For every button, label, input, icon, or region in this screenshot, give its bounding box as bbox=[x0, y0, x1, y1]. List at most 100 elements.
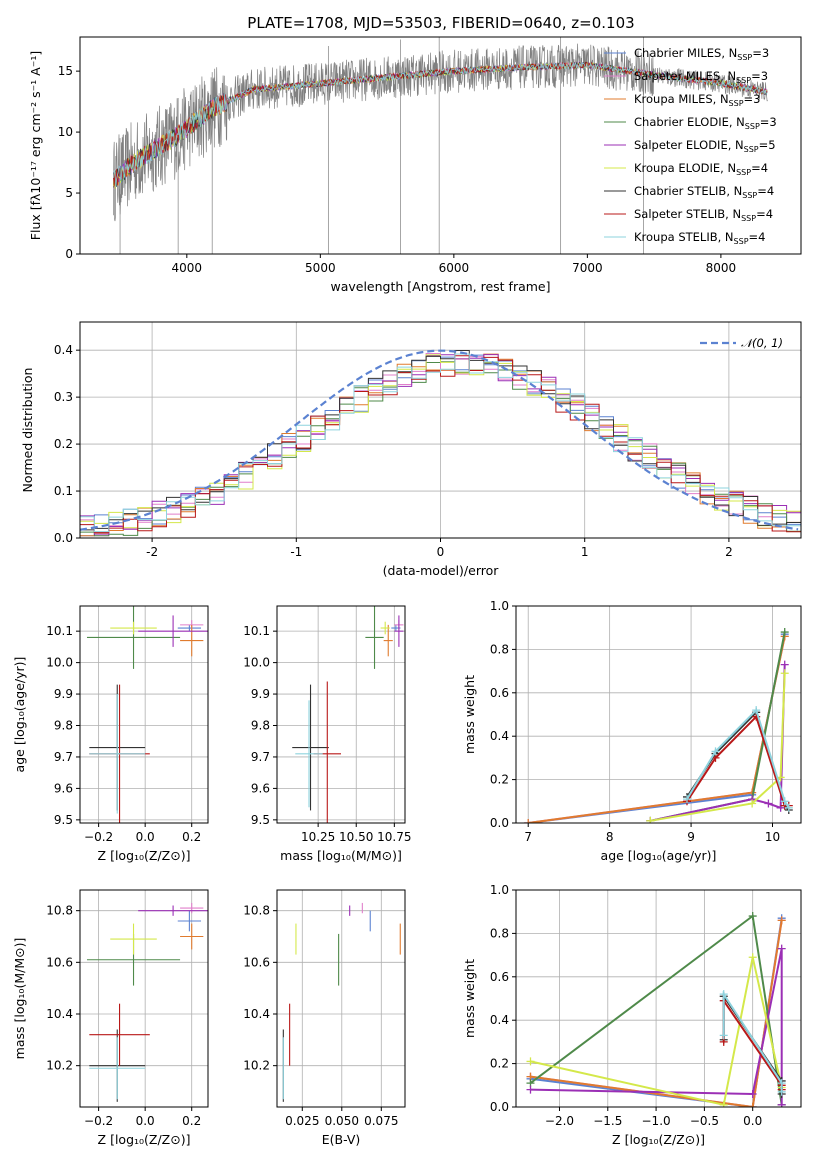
axes-frame bbox=[79, 605, 209, 824]
y-tick-label: 0.3 bbox=[54, 390, 73, 404]
legend-text: Kroupa ELODIE, N bbox=[634, 161, 736, 175]
x-tick-label: −0.5 bbox=[690, 1114, 719, 1128]
point-salpeter_elodie bbox=[394, 615, 404, 647]
y-tick-label: 9.8 bbox=[251, 719, 270, 733]
point-kroupa_stelib bbox=[89, 694, 146, 814]
legend-sub: SSP bbox=[741, 214, 756, 223]
x-tick-label: 1 bbox=[581, 545, 589, 559]
weight-marker bbox=[646, 816, 655, 823]
point-chabrier_stelib bbox=[292, 684, 329, 811]
y-tick-label: 10.6 bbox=[46, 955, 73, 969]
weight-marker bbox=[780, 628, 789, 637]
plot-area bbox=[524, 628, 793, 823]
y-tick-label: 0.8 bbox=[490, 926, 509, 940]
x-axis-label: age [log₁₀(age/yr)] bbox=[601, 848, 717, 863]
plot-area bbox=[86, 902, 208, 1102]
weight-marker bbox=[777, 1100, 786, 1107]
weight-marker bbox=[711, 747, 720, 756]
y-tick-label: 0.2 bbox=[54, 437, 73, 451]
point-salpeter_elodie bbox=[138, 615, 208, 647]
x-tick-label: 6000 bbox=[439, 261, 470, 275]
legend-text: Kroupa STELIB, N bbox=[634, 230, 734, 244]
weight-marker bbox=[748, 1089, 757, 1098]
weight-line-kroupa_miles bbox=[530, 920, 783, 1107]
weight-marker bbox=[777, 1079, 786, 1088]
x-axis-label: Z [log₁₀(Z/Z⊙)] bbox=[98, 848, 191, 863]
y-tick-label: 5 bbox=[65, 186, 73, 200]
legend-sub: SSP bbox=[729, 99, 744, 108]
chart-age-vs-Z: −0.2 0.0 0.2 9.5 9.6 9.7 9.8 9.9 10.0 10.1 Z [log₁… bbox=[12, 605, 209, 863]
plot-area bbox=[292, 606, 404, 823]
point-salpeter_elodie bbox=[138, 905, 208, 916]
legend-entry: Salpeter STELIB, NSSP=4 bbox=[634, 207, 773, 223]
x-tick-label: 0 bbox=[437, 545, 445, 559]
y-tick-label: 10 bbox=[58, 125, 73, 139]
y-tick-label: 15 bbox=[58, 64, 73, 78]
y-tick-label: 0.0 bbox=[490, 1100, 509, 1114]
point-kroupa_elodie bbox=[110, 621, 157, 635]
x-tick-label: 8 bbox=[606, 830, 614, 844]
y-tick-label: 0.4 bbox=[490, 729, 509, 743]
axes-frame bbox=[276, 605, 406, 824]
legend-value: =3 bbox=[751, 69, 768, 83]
legend-sub: SSP bbox=[734, 237, 749, 246]
y-tick-label: 10.0 bbox=[243, 656, 270, 670]
histogram-salpeter_stelib bbox=[80, 355, 801, 533]
y-tick-label: 10.4 bbox=[46, 1007, 73, 1021]
x-axis-label: (data-model)/error bbox=[383, 563, 500, 578]
y-tick-label: 0.0 bbox=[490, 816, 509, 830]
y-tick-label: 9.5 bbox=[251, 813, 270, 827]
y-tick-label: 9.8 bbox=[54, 719, 73, 733]
legend-entry: Kroupa MILES, NSSP=3 bbox=[634, 92, 760, 108]
x-tick-label: 0.2 bbox=[182, 830, 201, 844]
point-salpeter_miles bbox=[180, 902, 204, 914]
legend-text: Salpeter ELODIE, N bbox=[634, 138, 744, 152]
weight-marker bbox=[526, 1085, 535, 1094]
weight-line-kroupa_stelib bbox=[686, 708, 790, 809]
chart-mass-vs-ebv: 0.025 0.050 0.075 10.2 10.4 10.6 10.8 E(B-V) bbox=[243, 889, 406, 1147]
legend-sub: SSP bbox=[736, 76, 751, 85]
legend-text: Salpeter MILES, N bbox=[634, 69, 736, 83]
y-tick-label: 10.8 bbox=[243, 904, 270, 918]
legend-sub: SSP bbox=[744, 145, 759, 154]
point-chabrier_miles bbox=[177, 624, 202, 632]
y-axis-label: mass weight bbox=[462, 959, 477, 1038]
weight-marker bbox=[719, 1100, 728, 1107]
y-tick-label: 9.6 bbox=[54, 781, 73, 795]
point-kroupa_elodie bbox=[380, 621, 390, 635]
point-kroupa_elodie bbox=[110, 923, 157, 955]
legend-text: Chabrier STELIB, N bbox=[634, 184, 742, 198]
chart-weight-vs-Z: −2.0 −1.5 −1.0 −0.5 0.0 0.0 0.2 0.4 0.6 0.8 1.0 Z [… bbox=[462, 883, 802, 1147]
x-tick-label: 4000 bbox=[172, 261, 203, 275]
legend-sub: SSP bbox=[736, 168, 751, 177]
point-kroupa_stelib bbox=[295, 700, 323, 808]
weight-marker bbox=[776, 803, 785, 812]
chart-weight-vs-age: 7 8 9 10 0.0 0.2 0.4 0.6 0.8 1.0 age [log₁₀(age/yr… bbox=[462, 599, 802, 863]
point-kroupa_stelib bbox=[89, 1037, 146, 1100]
y-tick-label: 10.4 bbox=[243, 1007, 270, 1021]
weight-marker bbox=[748, 912, 757, 921]
weight-line-chabrier_miles bbox=[528, 634, 786, 823]
y-tick-label: 0.4 bbox=[490, 1013, 509, 1027]
legend-entry: Salpeter MILES, NSSP=3 bbox=[634, 69, 768, 85]
legend-entry: Kroupa ELODIE, NSSP=4 bbox=[634, 161, 768, 177]
x-axis-label: E(B-V) bbox=[322, 1132, 361, 1147]
legend-text: Kroupa MILES, N bbox=[634, 92, 729, 106]
y-tick-label: 0 bbox=[65, 247, 73, 261]
legend-text: Chabrier ELODIE, N bbox=[634, 115, 745, 129]
x-tick-label: 0.0 bbox=[136, 830, 155, 844]
x-tick-label: 7 bbox=[524, 830, 532, 844]
chart-residuals: -2 -1 0 1 2 0.0 0.1 0.2 0.3 0.4 (data-model)/error… bbox=[20, 321, 802, 578]
legend-entry: Chabrier MILES, NSSP=3 bbox=[634, 46, 769, 62]
y-axis-label: Flux [fλ10⁻¹⁷ erg cm⁻² s⁻¹ A⁻¹] bbox=[28, 51, 43, 240]
weight-marker bbox=[780, 660, 789, 669]
plot-area bbox=[113, 37, 768, 254]
x-tick-label: 7000 bbox=[572, 261, 603, 275]
point-chabrier_elodie bbox=[365, 606, 384, 669]
weight-marker bbox=[719, 1031, 728, 1040]
y-tick-label: 9.9 bbox=[54, 687, 73, 701]
y-tick-label: 10.2 bbox=[243, 1059, 270, 1073]
weight-marker bbox=[683, 795, 691, 804]
x-tick-label: -1 bbox=[290, 545, 302, 559]
